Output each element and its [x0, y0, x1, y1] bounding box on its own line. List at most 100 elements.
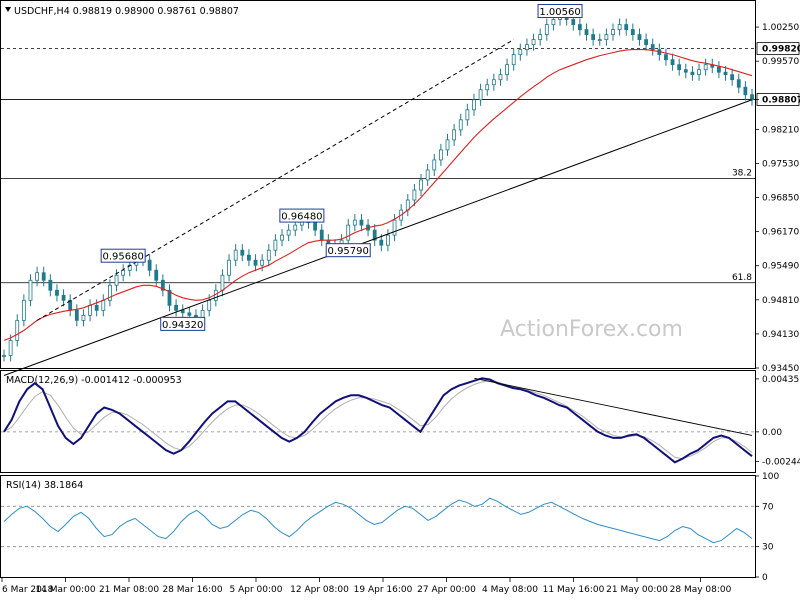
candle-body: [41, 272, 46, 281]
candle-body: [683, 69, 688, 73]
candle-body: [577, 24, 582, 30]
price-tick-label: 0.94810: [762, 296, 799, 306]
candle-body: [723, 71, 728, 76]
collapse-triangle-icon[interactable]: [5, 7, 11, 12]
candle-body: [697, 69, 701, 76]
candle-body: [200, 309, 205, 319]
macd-tick-label: -0.002448: [762, 458, 800, 468]
price-tick-label: 0.95490: [762, 262, 799, 272]
candle-body: [531, 39, 536, 46]
candle-body: [160, 279, 165, 291]
candle-body: [690, 71, 695, 76]
x-tick-label: 4 May 08:00: [482, 585, 538, 595]
candle-body: [664, 54, 668, 61]
candle-body: [94, 304, 99, 311]
annotation-box: [325, 243, 371, 258]
x-tick-label: 28 Mar 16:00: [162, 585, 222, 595]
candle-body: [74, 309, 79, 321]
x-tick-label: 21 May 00:00: [606, 585, 668, 595]
candle-body: [544, 24, 549, 35]
macd-line: [3, 377, 753, 464]
candle-body: [61, 294, 66, 301]
candle-body: [624, 24, 629, 30]
candle-body: [485, 84, 490, 91]
price-tick-label: 0.98210: [762, 125, 799, 135]
candle-body: [88, 304, 92, 316]
candle-body: [266, 249, 271, 261]
candle-body: [352, 219, 357, 226]
candle-body: [438, 149, 443, 161]
price-tick-label: 0.98807: [762, 95, 800, 105]
candle-body: [491, 79, 496, 86]
price-tick-label: 0.99570: [762, 57, 799, 67]
candle-body: [227, 259, 231, 276]
symbol-header: USDCHF,H4 0.98819 0.98900 0.98761 0.9880…: [14, 6, 239, 17]
candle-body: [425, 169, 430, 181]
annotation-label: 0.95680: [102, 252, 143, 263]
candle-body: [452, 129, 457, 141]
candle-body: [286, 229, 291, 236]
fib-label: 38.2: [732, 168, 752, 178]
candle-body: [611, 29, 615, 35]
candle-body: [240, 249, 245, 256]
rising-trendline: [3, 99, 753, 376]
rsi-tick-label: 70: [762, 502, 774, 512]
candle-body: [35, 272, 39, 281]
price-layer: 38.2 61.8 0.95680 0.94320 0.96480 0.95790 1.00…: [1, 4, 755, 376]
rsi-tick-label: 0: [762, 573, 768, 583]
candle-body: [505, 64, 509, 76]
candle-body: [180, 309, 185, 314]
candle-body: [743, 86, 748, 96]
candle-body: [187, 312, 192, 316]
annotation-label: 0.95790: [328, 246, 369, 257]
price-tick-label: 0.96850: [762, 194, 799, 204]
x-tick-label: 28 May 08:00: [670, 585, 732, 595]
candle-body: [604, 34, 609, 41]
candle-body: [101, 299, 106, 311]
candle-body: [21, 299, 26, 321]
x-tick-label: 19 Apr 16:00: [354, 585, 413, 595]
price-panel-frame: [0, 0, 756, 369]
candle-body: [386, 234, 390, 246]
candle-body: [359, 219, 364, 226]
candle-body: [346, 224, 351, 241]
candle-body: [273, 239, 278, 251]
candle-body: [8, 340, 13, 356]
candle-body: [465, 109, 470, 121]
candle-body: [207, 299, 212, 311]
annotation-box: [537, 4, 583, 19]
rsi-line: [3, 497, 753, 544]
price-annotation: 0.95790: [325, 243, 371, 258]
candle-body: [472, 99, 476, 111]
candle-body: [15, 319, 20, 341]
candle-body: [412, 189, 417, 201]
candle-body: [114, 274, 119, 286]
candle-body: [2, 355, 6, 357]
watermark: ActionForex.com: [500, 317, 683, 342]
candle-body: [551, 19, 556, 25]
candle-body: [174, 304, 179, 311]
candle-body: [445, 139, 450, 151]
rsi-panel-frame: [0, 475, 756, 578]
x-tick-label: 12 Apr 08:00: [290, 585, 349, 595]
candle-body: [392, 219, 397, 236]
candle-body: [478, 89, 483, 101]
candle-body: [432, 159, 437, 171]
candle-body: [280, 234, 284, 241]
candle-body: [525, 44, 529, 51]
candle-body: [571, 19, 576, 25]
candle-body: [319, 229, 324, 241]
candle-body: [293, 224, 298, 231]
macd-tick-label: 0.004351: [762, 375, 800, 385]
candle-body: [670, 59, 675, 66]
candle-body: [260, 259, 265, 266]
macd-layer: [1, 377, 755, 464]
candle-body: [220, 274, 225, 291]
rsi-tick-label: 100: [762, 472, 779, 482]
candle-body: [55, 289, 59, 296]
candle-body: [379, 239, 384, 246]
x-tick-label: 14 Mar 00:00: [35, 585, 95, 595]
x-tick-label: 6 Mar 2018: [2, 585, 54, 595]
annotation-box: [160, 316, 206, 331]
x-tick-label: 5 Apr 00:00: [230, 585, 283, 595]
